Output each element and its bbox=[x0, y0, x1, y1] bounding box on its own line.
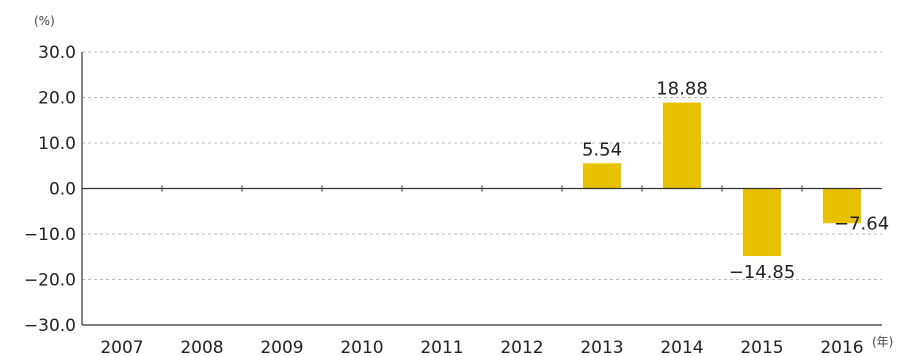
bar-2016 bbox=[823, 188, 861, 224]
y-axis-unit: (%) bbox=[34, 14, 55, 28]
bar-2013 bbox=[583, 163, 621, 189]
y-tick-label: 10.0 bbox=[38, 134, 76, 154]
y-tick-label: 20.0 bbox=[38, 89, 76, 109]
x-tick-label: 2016 bbox=[820, 338, 863, 356]
x-tick-label: 2009 bbox=[260, 338, 303, 356]
y-tick-label: −20.0 bbox=[24, 271, 76, 291]
x-tick-label: 2013 bbox=[580, 338, 623, 356]
y-tick-label: −10.0 bbox=[24, 225, 76, 245]
data-labels: 5.54 18.88 −14.85 −7.64 bbox=[582, 79, 889, 283]
x-axis-unit: (年) bbox=[872, 335, 893, 349]
data-label-2014: 18.88 bbox=[656, 79, 708, 100]
x-tick-label: 2011 bbox=[420, 338, 463, 356]
data-label-2013: 5.54 bbox=[582, 139, 622, 160]
x-tick-label: 2012 bbox=[500, 338, 543, 356]
y-tick-labels: 30.0 20.0 10.0 0.0 −10.0 −20.0 −30.0 bbox=[24, 43, 76, 336]
data-label-2015: −14.85 bbox=[729, 262, 796, 283]
y-tick-label: 0.0 bbox=[49, 180, 76, 200]
x-tick-labels: 2007 2008 2009 2010 2011 2012 2013 2014 2015 2016 bbox=[100, 185, 864, 356]
x-tick-label: 2007 bbox=[100, 338, 143, 356]
y-tick-label: −30.0 bbox=[24, 316, 76, 336]
x-tick-label: 2010 bbox=[340, 338, 383, 356]
data-label-2016: −7.64 bbox=[834, 213, 889, 234]
x-tick-label: 2008 bbox=[180, 338, 223, 356]
x-tick-label: 2014 bbox=[660, 338, 703, 356]
y-tick-label: 30.0 bbox=[38, 43, 76, 63]
bar-2015 bbox=[743, 188, 781, 257]
x-tick-label: 2015 bbox=[740, 338, 783, 356]
bars bbox=[583, 102, 861, 257]
bar-2014 bbox=[663, 102, 701, 189]
